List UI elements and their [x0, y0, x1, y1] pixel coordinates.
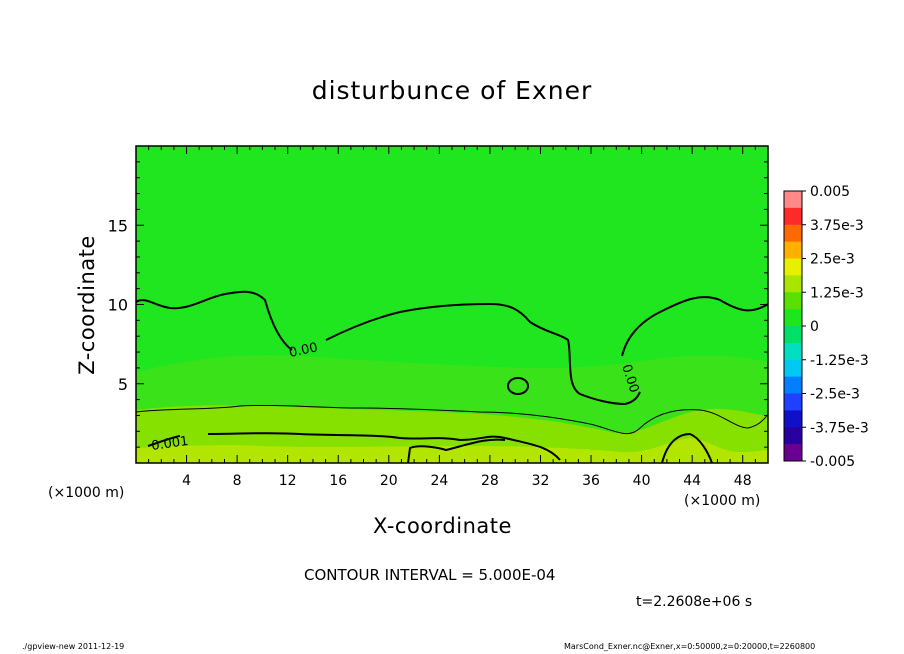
y-tick-label: 5 [118, 375, 128, 394]
colorbar-swatch [784, 241, 802, 259]
colorbar-label: -0.005 [810, 454, 855, 470]
colorbar-label: 3.75e-3 [810, 218, 864, 234]
colorbar-swatch [784, 207, 802, 226]
y-tick-label: 10 [108, 296, 128, 315]
colorbar-swatch [784, 224, 802, 243]
colorbar-label: -3.75e-3 [810, 420, 869, 436]
x-tick-label: 44 [683, 473, 701, 489]
x-tick-label: 32 [532, 473, 550, 489]
colorbar-swatch [784, 444, 802, 462]
footer-right: MarsCond_Exner.nc@Exner,x=0:50000,z=0:20… [564, 642, 816, 651]
x-tick-label: 48 [734, 473, 752, 489]
colorbar-swatch [784, 376, 802, 394]
x-axis-label: X-coordinate [373, 514, 512, 538]
colorbar-swatch [784, 275, 802, 293]
x-tick-label: 20 [380, 473, 398, 489]
colorbar-label: -2.5e-3 [810, 387, 860, 403]
colorbar-swatch [784, 342, 802, 361]
colorbar-label: -1.25e-3 [810, 353, 869, 369]
colorbar-label: 1.25e-3 [810, 285, 864, 301]
x-tick-label: 36 [582, 473, 600, 489]
colorbar-swatch [784, 191, 802, 209]
time-label: t=2.2608e+06 s [636, 594, 753, 610]
x-unit-label-right: (×1000 m) [684, 493, 760, 509]
x-tick-label: 16 [329, 473, 347, 489]
colorbar-swatch [784, 258, 802, 276]
colorbar-swatch [784, 393, 802, 411]
x-tick-label: 4 [182, 473, 191, 489]
contour-lines [135, 290, 769, 464]
colorbar-label: 2.5e-3 [810, 252, 855, 268]
x-tick-label: 28 [481, 473, 499, 489]
x-tick-label: 40 [633, 473, 651, 489]
y-axis-label: Z-coordinate [75, 235, 99, 375]
colorbar-swatch [784, 410, 802, 428]
y-tick-label: 15 [108, 216, 128, 235]
footer-left: ./gpview-new 2011-12-19 [22, 642, 125, 651]
colorbar-swatch [784, 292, 802, 310]
colorbar-swatch [784, 359, 802, 378]
colorbar-swatch [784, 309, 802, 327]
colorbar-swatch [784, 326, 802, 344]
contour-interval: CONTOUR INTERVAL = 5.000E-04 [304, 566, 556, 584]
colorbar-swatch [784, 427, 802, 445]
chart-title: disturbunce of Exner [311, 76, 593, 105]
contour-label-zero-left: 0.00 [288, 340, 319, 361]
contour-label-001: 0.001 [150, 434, 189, 454]
colorbar-label: 0.005 [810, 184, 850, 200]
x-tick-label: 12 [279, 473, 297, 489]
x-tick-label: 24 [430, 473, 448, 489]
x-unit-label-left: (×1000 m) [48, 485, 124, 501]
x-tick-label: 8 [233, 473, 242, 489]
colorbar: 0.005 3.75e-3 2.5e-3 1.25e-3 0 -1.25e-3 -2.5e-… [783, 184, 869, 470]
colorbar-label: 0 [810, 319, 819, 335]
